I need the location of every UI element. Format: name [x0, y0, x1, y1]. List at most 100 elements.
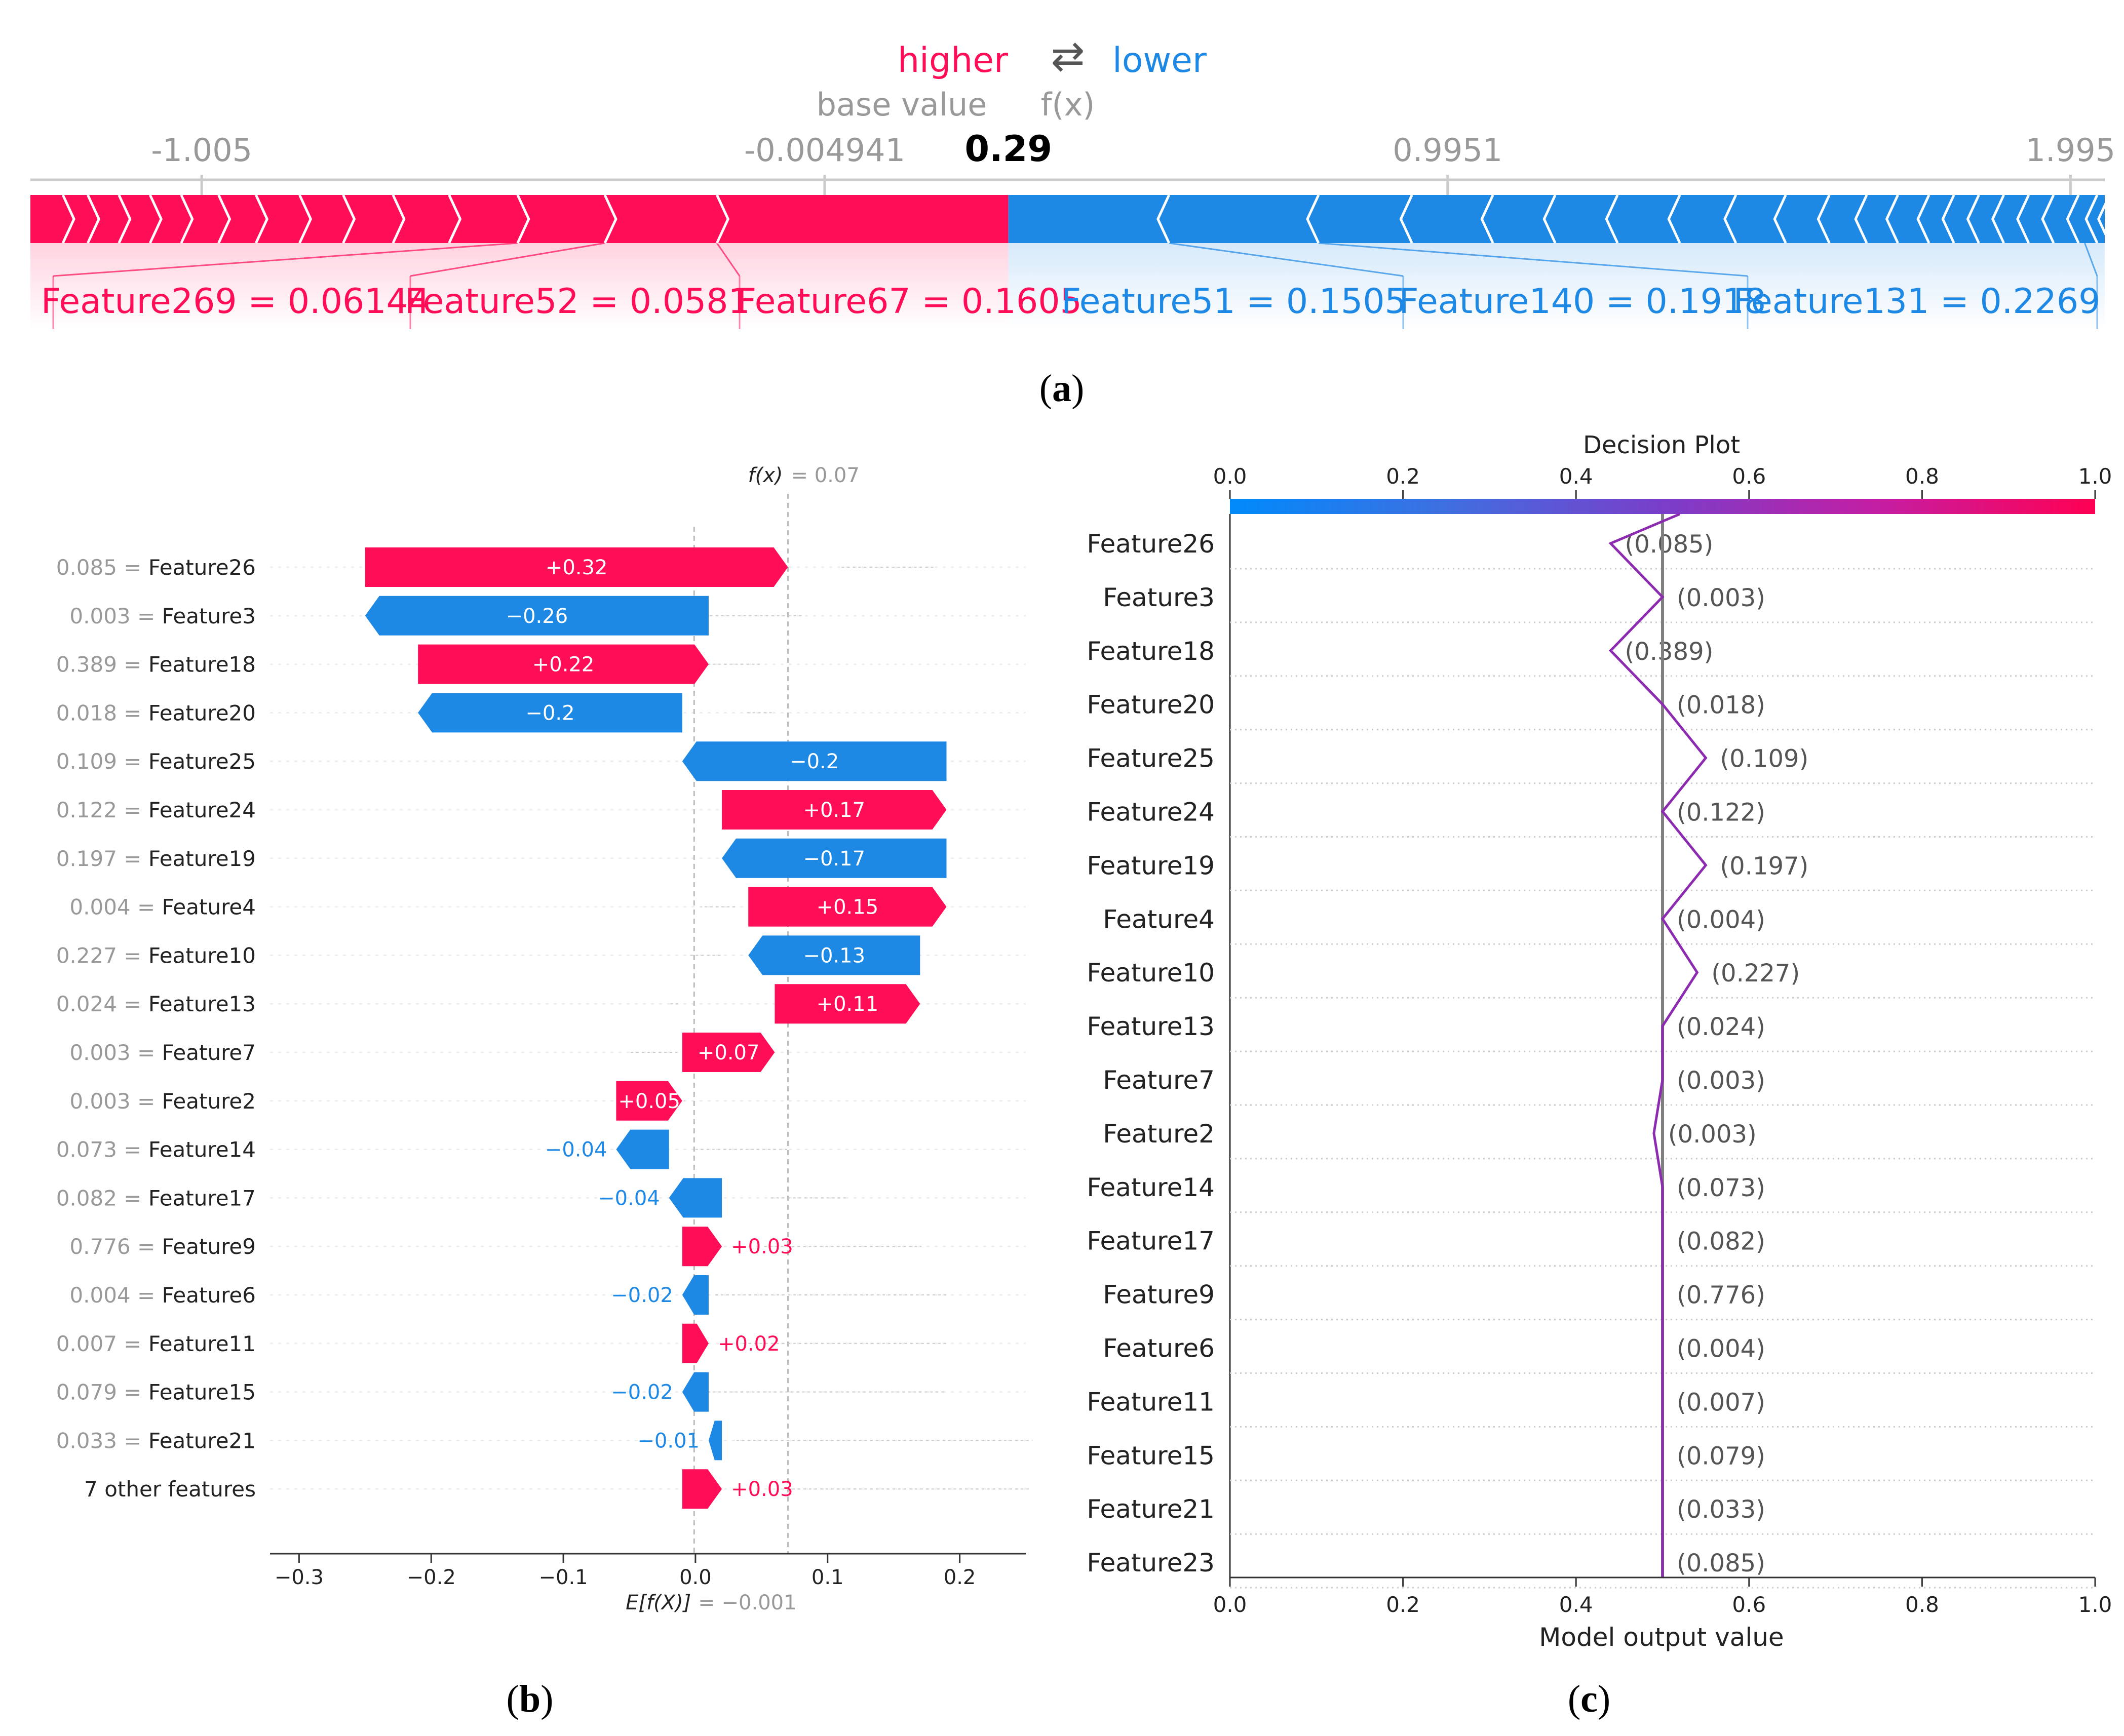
waterfall-bars: +0.32 −0.26 +0.22 −0.2 −0.2 +0.17 −0.17 +0.15 −0… — [365, 547, 947, 1509]
row-feature-name: 7 other features — [84, 1477, 256, 1502]
higher-label: higher — [898, 41, 1008, 81]
row-feature-name: Feature26 — [148, 555, 256, 580]
pos-chevron — [298, 194, 313, 244]
row-equals: = — [117, 1380, 148, 1405]
decision-feature-label: Feature23 — [1087, 1548, 1215, 1577]
row-feature-value: 0.389 — [56, 652, 117, 677]
row-feature-value: 0.024 — [56, 992, 117, 1016]
pos-chevron — [118, 194, 132, 244]
waterfall-bar-label: +0.15 — [817, 896, 879, 919]
colorbar-tick-label: 0.2 — [1386, 464, 1420, 489]
waterfall-bar — [669, 1178, 722, 1218]
waterfall-bar-label: +0.03 — [731, 1235, 793, 1258]
waterfall-bar-label: +0.17 — [803, 799, 865, 822]
decision-value-label: (0.018) — [1677, 691, 1765, 720]
row-feature-name: Feature11 — [148, 1331, 256, 1356]
neg-chevron — [1773, 194, 1787, 244]
pos-chevron — [342, 194, 356, 244]
waterfall-row-label: 0.007 = Feature11 — [56, 1331, 256, 1356]
decision-tick-label: 0.2 — [1386, 1592, 1420, 1617]
decision-feature-label: Feature9 — [1103, 1280, 1215, 1310]
decision-feature-label: Feature4 — [1103, 904, 1215, 934]
waterfall-bar-label: +0.11 — [817, 993, 879, 1016]
waterfall-bar — [722, 838, 947, 878]
waterfall-bar — [682, 1275, 709, 1315]
waterfall-bar-label: −0.2 — [525, 701, 574, 725]
decision-feature-label: Feature13 — [1087, 1012, 1215, 1041]
row-equals: = — [117, 652, 148, 677]
row-feature-value: 0.018 — [56, 700, 117, 725]
row-feature-name: Feature6 — [162, 1283, 256, 1308]
caption-c: (c) — [1568, 1678, 1610, 1720]
neg-chevron — [1605, 194, 1619, 244]
decision-value-label: (0.082) — [1677, 1228, 1765, 1256]
waterfall-bar — [418, 644, 709, 684]
waterfall-bar — [365, 596, 709, 636]
lower-label: lower — [1112, 41, 1207, 81]
waterfall-bar — [365, 547, 788, 587]
pos-chevron — [148, 194, 163, 244]
waterfall-bar — [682, 1469, 722, 1509]
fx-value: 0.29 — [964, 128, 1052, 170]
neg-chevron — [1966, 194, 1980, 244]
neg-chevron — [1885, 194, 1899, 244]
row-equals: = — [131, 1283, 162, 1308]
row-feature-name: Feature9 — [162, 1234, 256, 1259]
neg-chevron — [1667, 194, 1681, 244]
neg-chevron — [1991, 194, 2005, 244]
pos-feature-label: Feature52 = 0.0581 — [405, 282, 750, 322]
decision-value-label: (0.024) — [1677, 1013, 1765, 1041]
row-equals: = — [117, 992, 148, 1016]
waterfall-bar — [748, 887, 947, 927]
row-feature-name: Feature24 — [148, 798, 256, 822]
row-equals: = — [131, 895, 162, 920]
neg-chevron — [1399, 194, 1413, 244]
waterfall-bar-label: −0.02 — [611, 1381, 673, 1404]
row-equals: = — [131, 1089, 162, 1114]
pos-feature-label: Feature269 = 0.06144 — [41, 282, 430, 322]
neg-chevron — [2097, 194, 2111, 244]
pos-chevron — [87, 194, 101, 244]
row-equals: = — [117, 1331, 148, 1356]
row-feature-value: 0.073 — [56, 1137, 117, 1162]
neg-feature-label: Feature131 = 0.2269 — [1733, 282, 2101, 322]
row-feature-name: Feature4 — [162, 895, 256, 920]
waterfall-bar-label: +0.02 — [718, 1332, 780, 1356]
row-feature-value: 0.122 — [56, 798, 117, 822]
force-axis-ticks: -1.005 -0.004941 0.9951 1.995 — [151, 132, 2115, 195]
row-equals: = — [117, 1137, 148, 1162]
waterfall-row-label: 0.227 = Feature10 — [56, 943, 256, 968]
decision-value-label: (0.227) — [1711, 959, 1800, 988]
row-feature-name: Feature3 — [162, 604, 256, 628]
force-tick-label: 0.9951 — [1393, 132, 1502, 169]
decision-value-label: (0.776) — [1677, 1281, 1765, 1310]
neg-chevron — [1542, 194, 1557, 244]
waterfall-bar — [682, 1323, 709, 1363]
waterfall-row-label: 0.018 = Feature20 — [56, 700, 256, 725]
neg-feature-label: Feature51 = 0.1505 — [1061, 282, 1407, 322]
colorbar-tick-label: 0.4 — [1559, 464, 1593, 489]
decision-feature-label: Feature24 — [1087, 798, 1215, 827]
row-feature-name: Feature15 — [148, 1380, 256, 1405]
colorbar-tick-label: 1.0 — [2078, 464, 2112, 489]
efx-annotation: E[f(X)] = −0.001 — [626, 1591, 796, 1614]
row-feature-name: Feature18 — [148, 652, 256, 677]
row-feature-value: 0.004 — [69, 1283, 130, 1308]
waterfall-row-label: 0.003 = Feature2 — [69, 1089, 256, 1114]
decision-value-label: (0.085) — [1677, 1549, 1765, 1577]
decision-x-ticks: 0.0 0.2 0.4 0.6 0.8 1.0 — [1213, 1577, 2112, 1617]
row-feature-name: Feature21 — [148, 1428, 256, 1453]
waterfall-bar-label: −0.04 — [545, 1138, 607, 1162]
waterfall-bar — [682, 1372, 709, 1412]
waterfall-bar — [682, 1227, 722, 1267]
pos-force-bar — [30, 195, 1009, 243]
waterfall-row-label: 0.122 = Feature24 — [56, 798, 256, 822]
pos-feature-label: Feature67 = 0.1605 — [737, 282, 1082, 322]
row-feature-name: Feature19 — [148, 846, 256, 871]
waterfall-row-labels: 0.085 = Feature26 0.003 = Feature3 0.389 =… — [56, 555, 256, 1502]
row-feature-name: Feature17 — [148, 1186, 256, 1210]
caption-a: (a) — [1039, 367, 1085, 410]
pos-connector — [410, 242, 605, 277]
waterfall-bar-label: +0.03 — [731, 1478, 793, 1501]
